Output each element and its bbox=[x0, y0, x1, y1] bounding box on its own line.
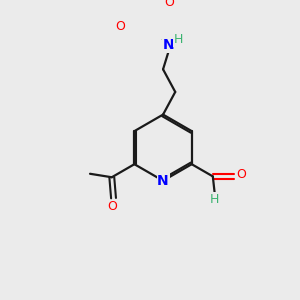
Text: O: O bbox=[164, 0, 174, 9]
Text: H: H bbox=[210, 193, 219, 206]
Text: H: H bbox=[174, 33, 183, 46]
Text: N: N bbox=[157, 174, 169, 188]
Text: N: N bbox=[163, 38, 174, 52]
Text: O: O bbox=[116, 20, 125, 33]
Text: O: O bbox=[107, 200, 117, 213]
Text: O: O bbox=[237, 168, 247, 181]
